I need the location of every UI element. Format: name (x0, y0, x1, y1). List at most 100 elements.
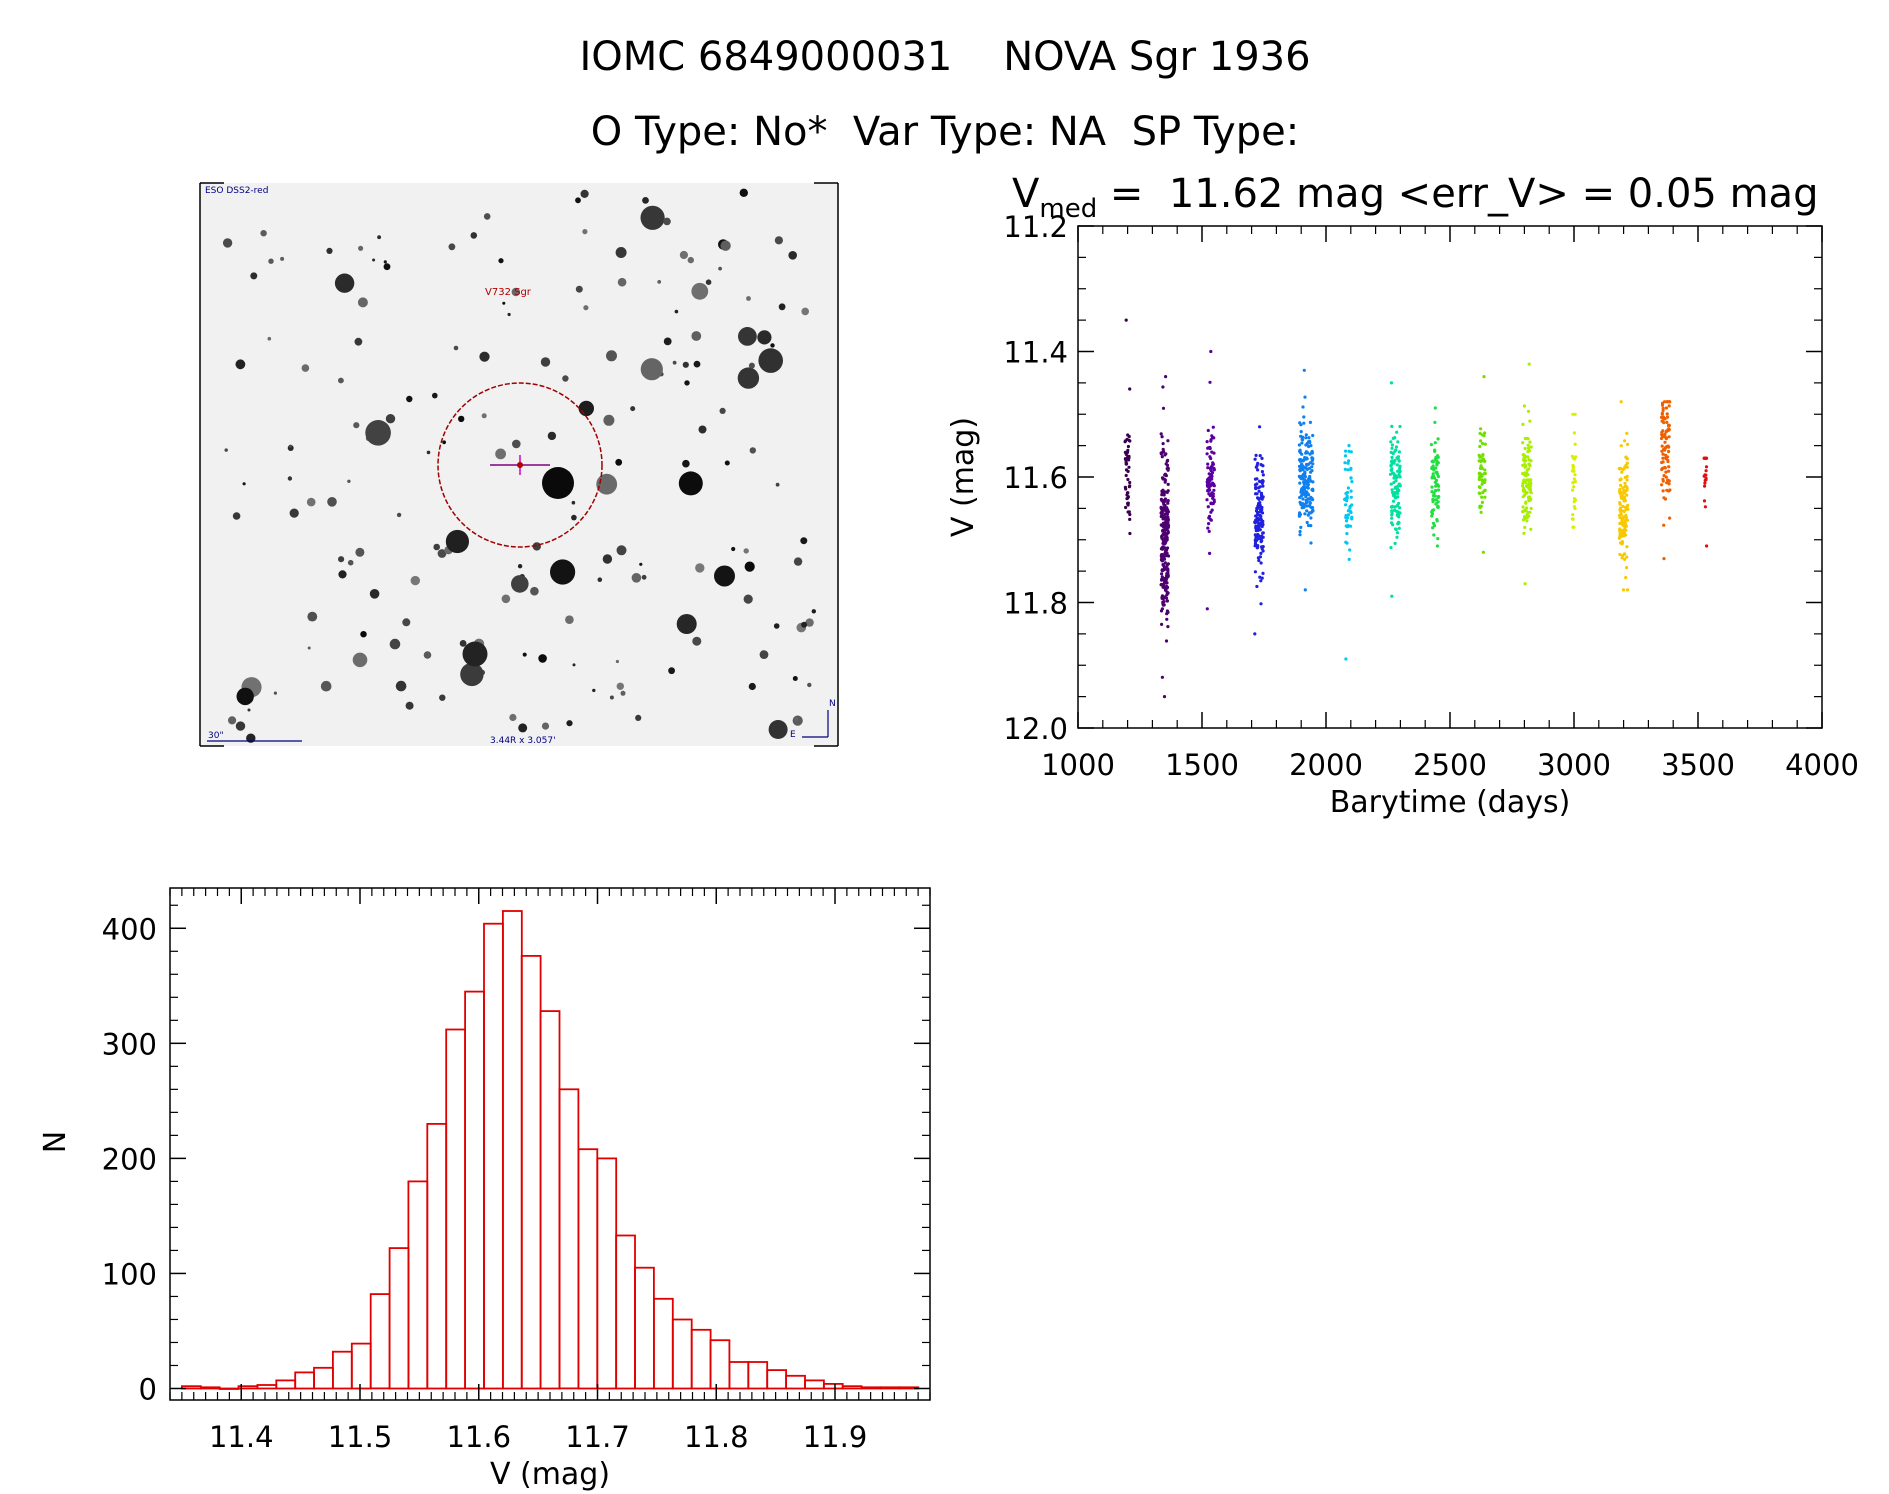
histogram-bar (804, 1379, 825, 1390)
lightcurve-point (1346, 468, 1350, 472)
finder-star (301, 364, 310, 372)
lightcurve-point (1432, 533, 1436, 537)
lightcurve-point (1624, 576, 1628, 580)
histogram-bar (369, 1293, 391, 1390)
lightcurve-point (1526, 478, 1530, 482)
lightcurve-point (1392, 461, 1396, 465)
finder-star (758, 348, 783, 373)
finder-star (502, 301, 506, 305)
lightcurve-point (1208, 380, 1212, 384)
finder-star (592, 688, 596, 693)
finder-star (692, 636, 702, 646)
lightcurve-point (1127, 434, 1131, 439)
lightcurve-point (1703, 481, 1707, 485)
finder-star (676, 614, 697, 634)
lightcurve-point (1160, 607, 1164, 611)
histogram-bars (180, 910, 920, 1390)
lightcurve-point (1161, 406, 1166, 410)
lightcurve-point (1347, 444, 1351, 448)
lightcurve-point (1255, 528, 1260, 532)
finder-star (501, 594, 511, 604)
histogram-bar (199, 1386, 221, 1390)
lightcurve-point (1257, 558, 1261, 563)
lightcurve-point (1391, 523, 1395, 527)
histogram-bar (822, 1383, 844, 1390)
lightcurve-point (1525, 506, 1529, 510)
lightcurve-point (1704, 473, 1708, 477)
lightcurve-point (1162, 514, 1166, 518)
lightcurve-point (1665, 488, 1669, 492)
lightcurve-point (1162, 695, 1167, 699)
lightcurve-point (1625, 488, 1629, 492)
lightcurve-x-tick-label: 4000 (1785, 748, 1859, 782)
lightcurve-point (1255, 482, 1259, 486)
lightcurve-point (1166, 625, 1170, 629)
finder-star (691, 331, 702, 341)
lightcurve-point (1625, 555, 1629, 559)
lightcurve-ticks: 1000 1500 2000 2500 3000 3500 4000 11.2 11.4 11.6… (1003, 210, 1858, 782)
lightcurve-point (1395, 463, 1399, 467)
lightcurve-point (1393, 541, 1397, 546)
finder-star (439, 694, 446, 701)
lightcurve-point (1254, 486, 1258, 490)
histogram-bar (785, 1374, 806, 1390)
histogram-ticks: 11.4 11.5 11.6 11.7 11.8 11.9 0 100 200 300 400 (102, 888, 931, 1454)
lightcurve-point (1348, 548, 1352, 552)
lightcurve-point (1253, 477, 1258, 481)
lightcurve-point (1527, 467, 1531, 471)
histogram-bar (256, 1384, 278, 1390)
lightcurve-point (1206, 466, 1210, 470)
lightcurve-point (1571, 513, 1575, 517)
lightcurve-point (1298, 533, 1302, 537)
lightcurve-point (1435, 472, 1439, 476)
lightcurve-point (1125, 462, 1129, 466)
lightcurve-point (1529, 445, 1533, 449)
lightcurve-point (1165, 521, 1169, 525)
histogram-bar (615, 1234, 636, 1390)
figure-title: IOMC 6849000031 NOVA Sgr 1936 (579, 34, 1310, 80)
lightcurve-point (1345, 532, 1349, 536)
finder-star (575, 285, 583, 293)
lightcurve-point (1302, 480, 1306, 484)
lightcurve-point (1525, 485, 1529, 489)
lightcurve-point (1166, 591, 1170, 595)
lightcurve-point (1299, 494, 1303, 498)
lightcurve-point (1702, 499, 1707, 503)
finder-star (718, 266, 722, 271)
lightcurve-point (1390, 455, 1394, 460)
lightcurve-point (1389, 459, 1394, 464)
lightcurve-point (1162, 537, 1166, 541)
finder-star (757, 330, 772, 345)
finder-star (432, 392, 438, 399)
finder-star (792, 715, 803, 726)
lightcurve-point (1664, 406, 1668, 410)
histogram-bar (539, 1010, 561, 1390)
histogram-x-tick-label: 11.8 (684, 1420, 749, 1454)
lightcurve-point (1396, 455, 1400, 459)
lightcurve-point (1433, 448, 1437, 452)
lightcurve-point (1521, 510, 1525, 514)
lightcurve-point (1480, 441, 1485, 446)
finder-target-marker (517, 462, 523, 468)
lightcurve-point (1433, 420, 1437, 424)
lightcurve-point (1572, 431, 1576, 435)
finder-star (691, 282, 709, 300)
lightcurve-point (1522, 531, 1526, 535)
lightcurve-point (1618, 516, 1622, 520)
finder-star (338, 570, 347, 579)
lightcurve-point (1433, 406, 1437, 410)
lightcurve-point (1480, 482, 1484, 486)
finder-star (749, 447, 756, 454)
finder-star (811, 609, 816, 614)
lightcurve-point (1306, 440, 1310, 444)
lightcurve-point (1435, 544, 1439, 548)
lightcurve-point (1436, 455, 1440, 459)
finder-star (801, 621, 808, 628)
lightcurve-point (1572, 477, 1576, 481)
lightcurve-point (1343, 454, 1348, 458)
lightcurve-point (1480, 500, 1484, 504)
finder-star (353, 422, 360, 429)
finder-star (672, 360, 677, 365)
lightcurve-point (1523, 515, 1527, 519)
lightcurve-point (1159, 506, 1163, 510)
